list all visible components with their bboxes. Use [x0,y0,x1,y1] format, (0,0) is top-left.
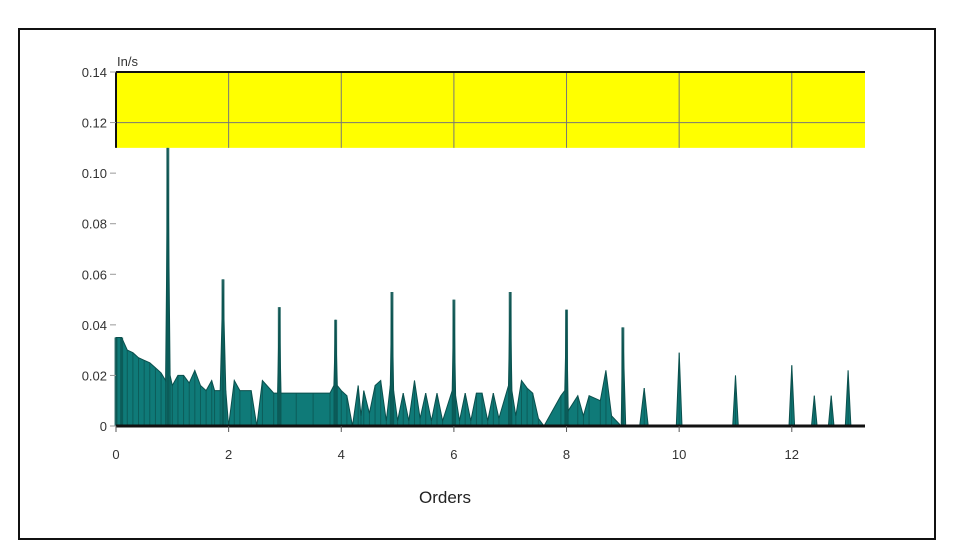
spectrum-area [115,147,852,428]
x-tick-label: 2 [225,447,232,462]
y-tick-label: 0.04 [82,318,107,333]
y-tick-label: 0.14 [82,65,107,80]
y-tick-label: 0.10 [82,166,107,181]
x-axis-label: Orders [419,488,471,507]
unit-label: In/s [117,54,138,69]
y-tick-label: 0.12 [82,116,107,131]
x-tick-label: 4 [338,447,345,462]
y-tick-label: 0.08 [82,217,107,232]
alarm-band [116,72,865,148]
y-tick-label: 0.06 [82,267,107,282]
chart-frame [18,28,936,540]
x-tick-label: 10 [672,447,686,462]
x-tick-label: 12 [785,447,799,462]
y-tick-label: 0 [100,419,107,434]
x-tick-label: 6 [450,447,457,462]
x-tick-label: 0 [112,447,119,462]
y-tick-label: 0.02 [82,368,107,383]
x-tick-label: 8 [563,447,570,462]
